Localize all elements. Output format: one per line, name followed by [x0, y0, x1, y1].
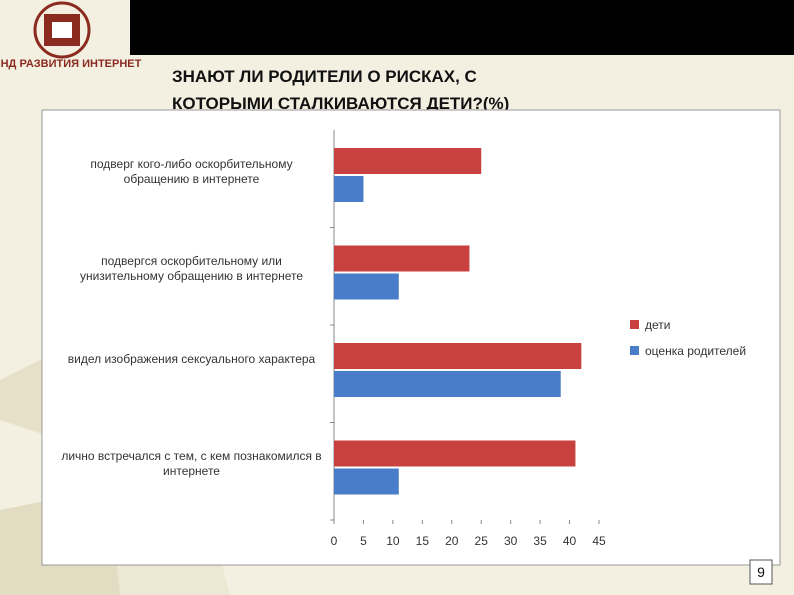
bar [334, 245, 470, 272]
x-tick-label: 0 [331, 534, 338, 548]
bar [334, 273, 399, 300]
bar [334, 468, 399, 495]
y-tick-label: подверг кого-либо оскорбительному обраще… [90, 156, 293, 186]
x-tick-label: 30 [504, 534, 518, 548]
legend-label: дети [645, 318, 670, 332]
bar [334, 176, 364, 202]
x-tick-label: 35 [533, 534, 547, 548]
bar [334, 440, 576, 467]
logo-ring [33, 1, 91, 59]
x-tick-label: 45 [592, 534, 606, 548]
page-number: 9 [757, 564, 765, 580]
logo-text: ФОНД РАЗВИТИЯ ИНТЕРНЕТ [0, 58, 142, 70]
slide-title: ЗНАЮТ ЛИ РОДИТЕЛИ О РИСКАХ, С КОТОРЫМИ СТ… [172, 67, 509, 113]
x-tick-label: 5 [360, 534, 367, 548]
header-bar [130, 0, 794, 55]
x-tick-label: 40 [563, 534, 577, 548]
y-tick-label: видел изображения сексуального характера [67, 351, 316, 366]
bar [334, 343, 582, 369]
page-number-box [749, 559, 773, 585]
x-tick-label: 25 [475, 534, 489, 548]
x-tick-label: 20 [445, 534, 459, 548]
x-tick-label: 10 [386, 534, 400, 548]
legend-swatch [630, 346, 639, 355]
bar [334, 148, 482, 174]
x-tick-label: 15 [416, 534, 430, 548]
y-tick-label: лично встречался с тем, с кем познакомил… [61, 449, 322, 479]
legend-label: оценка родителей [645, 344, 746, 358]
legend-swatch [630, 320, 639, 329]
logo-inner [52, 22, 72, 38]
y-tick-label: подвергся оскорбительному или унизительн… [79, 254, 304, 284]
chart-frame [41, 109, 781, 566]
bar [334, 371, 561, 397]
